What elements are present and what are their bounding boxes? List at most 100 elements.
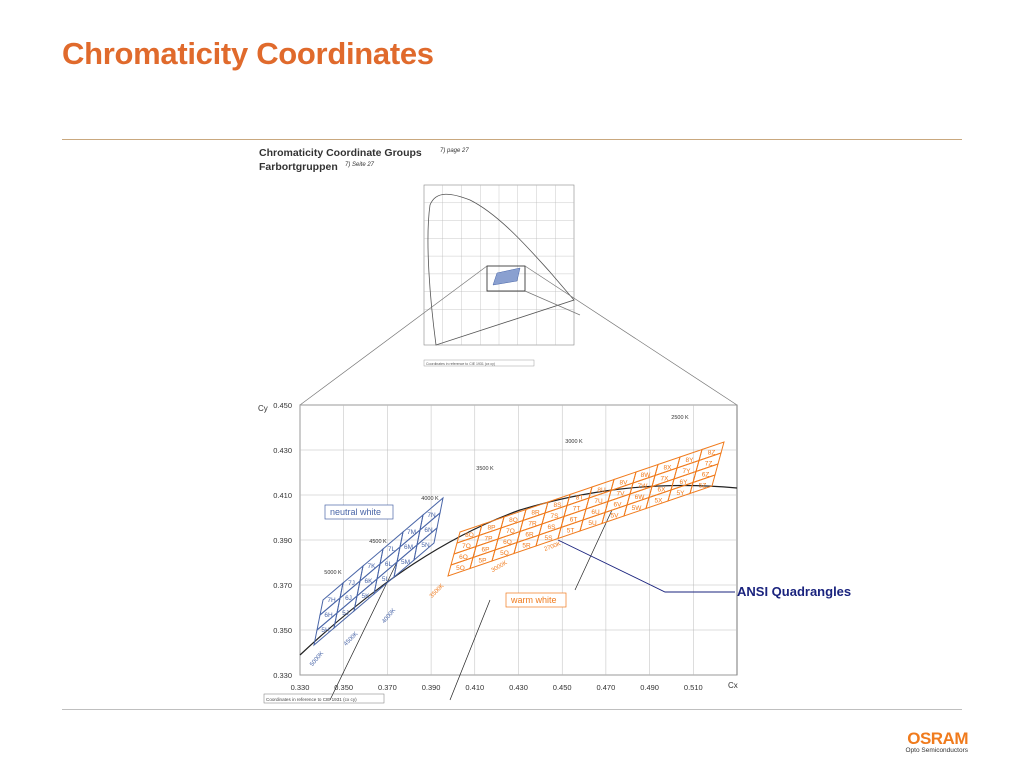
bin-label: 8R [531,509,540,516]
bin-label: 6P [482,546,490,553]
cct-label: 5000 K [324,570,342,576]
bin-label: 8Z [708,449,716,456]
y-tick-label: 0.430 [273,446,292,455]
cct-label: 3500 K [476,466,494,472]
y-tick-label: 0.370 [273,581,292,590]
x-tick-label: 0.410 [465,683,484,692]
bin-label: 7X [661,475,670,482]
bin-label: 7Q [506,528,515,535]
zoom-line-left [299,265,488,406]
page-title: Chromaticity Coordinates [62,36,434,71]
bin-label: 8P [488,524,496,531]
callout-leader [557,539,735,593]
bin-label: 6J [345,595,352,602]
bin-label: 6Q [503,539,512,546]
zoom-line-inner [524,290,581,316]
x-tick-label: 0.490 [640,683,659,692]
bin-label: 5L [382,576,390,583]
y-tick-label: 0.390 [273,536,292,545]
bin-label: 6K [365,578,374,585]
bin-label: 8X [664,464,673,471]
neutral-white-bins: 7H 6H 5H 7J 6J 5J 7K 6K 5K 7L 6L 5L 7M 6M 5M 7N 6N 5N [313,496,444,647]
inset-caption-box [423,359,535,367]
bin-label: 7R [528,520,537,527]
cct-label: 3000 K [565,439,583,445]
x-axis-title: Cx [728,681,738,690]
neutral-white-box [324,504,394,520]
y-tick-label: 0.330 [273,671,292,680]
bin-label: 6X [658,486,667,493]
cct-rotated-label: 2700K [543,541,561,553]
bin-label: 5W [632,505,643,512]
planckian-locus [299,484,738,656]
bin-label: 7O [462,543,471,550]
bin-label: 7S [551,513,560,520]
x-tick-label: 0.390 [422,683,441,692]
bin-label: 6U [591,509,600,516]
y-tick-labels: 0.450 0.430 0.410 0.390 0.370 0.350 0.330 [273,401,292,680]
footer-divider [62,709,962,710]
bin-label: 7Y [683,468,692,475]
bin-label: 7N [427,512,436,519]
bin-label: 6L [385,561,393,568]
neutral-white-label: neutral white [330,507,381,517]
bin-label: 7J [348,580,355,587]
figure-heading-de-ref: 7) Seite 27 [345,162,375,168]
cct-labels: 2500 K 3000 K 3500 K 4000 K 4500 K 5000 K [324,415,689,576]
warm-white-box [505,592,567,608]
bin-label: 8U [597,487,606,494]
zoom-box [486,265,526,292]
bin-label: 5V [611,512,620,519]
bin-label: 7Z [705,460,713,467]
bin-label: 5Z [699,482,707,489]
bin-label: 5N [421,542,430,549]
title-divider [62,139,962,140]
x-tick-labels: 0.330 0.350 0.370 0.390 0.410 0.430 0.450 0.470… [291,683,703,692]
cct-label: 2500 K [671,415,689,421]
x-tick-label: 0.330 [291,683,310,692]
bin-label: 5K [362,593,371,600]
x-tick-label: 0.370 [378,683,397,692]
main-caption-box [263,693,385,704]
bin-label: 5T [567,527,575,534]
x-tick-label: 0.510 [684,683,703,692]
bin-label: 6M [404,544,413,551]
ansi-quadrangles-callout: ANSI Quadrangles [737,584,852,599]
bin-label: 6Z [702,471,710,478]
figure-heading-de: Farbortgruppen [259,161,338,173]
inset-bin-area [492,267,521,286]
bin-label: 5U [588,520,597,527]
bin-label: 7H [327,597,336,604]
bin-label: 5J [342,610,349,617]
bin-label: 5O [456,565,465,572]
x-tick-label: 0.430 [509,683,528,692]
figure-heading-en-ref: 7) page 27 [440,148,469,154]
x-tick-label: 0.450 [553,683,572,692]
bin-label: 7M [407,529,416,536]
bin-label: 6Y [680,479,689,486]
zoom-line-right [524,265,738,406]
bin-label: 7P [485,535,493,542]
bin-label: 8V [620,479,629,486]
inset-cie-chart: Coordinates in reference to CIE 1931 (cx… [423,184,575,367]
bin-label: 7K [368,563,377,570]
x-tick-label: 0.350 [334,683,353,692]
bin-label: 7T [573,505,581,512]
bin-label: 5S [545,535,554,542]
bin-label: 5X [655,497,664,504]
bin-label: 6V [614,501,623,508]
bin-label: 6N [424,527,433,534]
bin-label: 6T [570,516,578,523]
isotherm-line [574,509,613,591]
osram-logo: OSRAM Opto Semiconductors [898,729,968,754]
main-plot: 0.330 0.350 0.370 0.390 0.410 0.430 0.450 0.470… [258,401,738,704]
figure-heading-en: Chromaticity Coordinate Groups [259,147,422,159]
bin-label: 5M [401,559,410,566]
bin-quadrangle [689,474,716,495]
y-tick-label: 0.350 [273,626,292,635]
bin-label: 7U [594,498,603,505]
bin-quadrangle [413,526,438,562]
bin-label: 6S [548,524,557,531]
y-tick-label: 0.450 [273,401,292,410]
